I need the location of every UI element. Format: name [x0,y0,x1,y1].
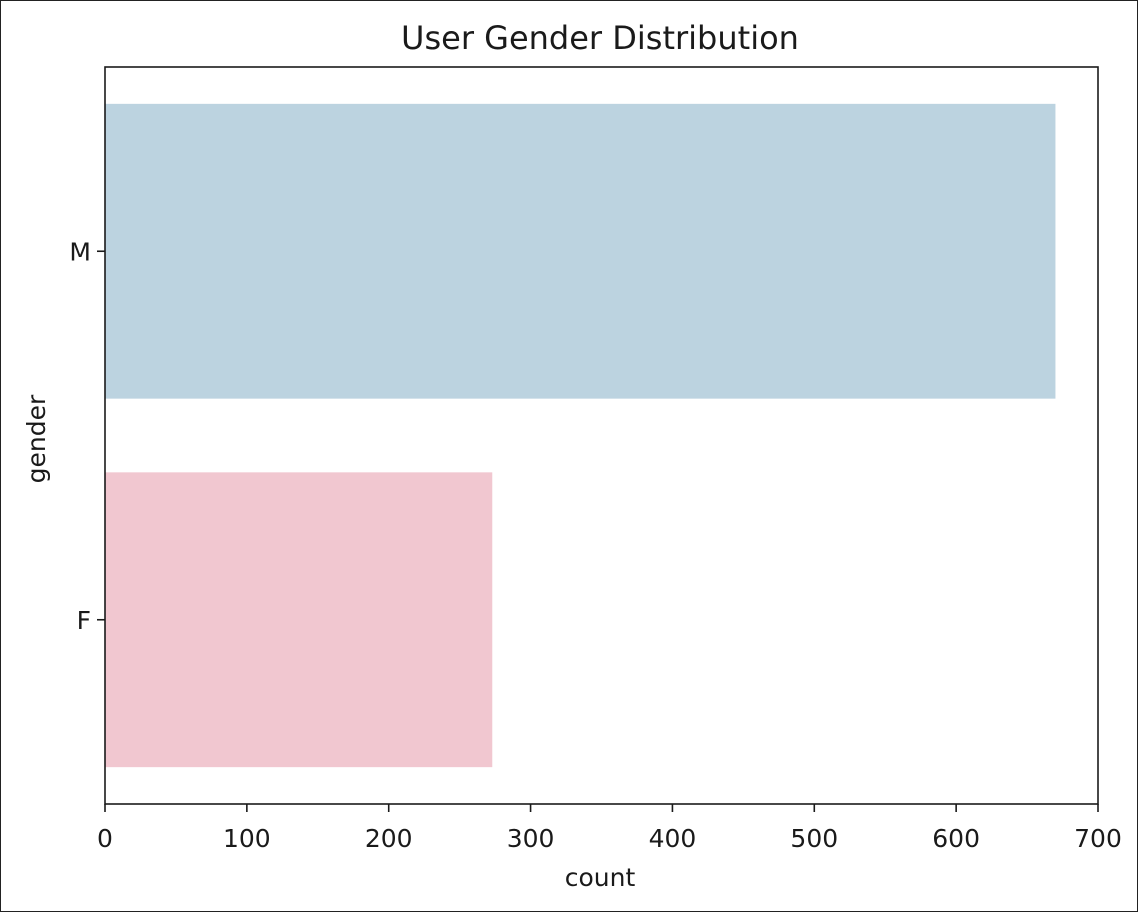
bar-f [105,472,493,768]
plot-area-frame [104,66,1099,805]
x-axis-label: count [565,863,636,892]
bar-m [105,103,1056,399]
y-tick-label-f: F [77,606,91,635]
y-tick-label-m: M [69,237,91,266]
y-axis-label: gender [22,394,51,483]
chart-title: User Gender Distribution [401,19,799,57]
x-tick-label-400: 400 [649,824,697,853]
x-tick-label-600: 600 [932,824,980,853]
x-tick-label-700: 700 [1074,824,1122,853]
x-tick-label-100: 100 [223,824,271,853]
x-tick-label-300: 300 [507,824,555,853]
x-tick-label-500: 500 [790,824,838,853]
x-tick-label-200: 200 [365,824,413,853]
x-tick-label-0: 0 [97,824,113,853]
